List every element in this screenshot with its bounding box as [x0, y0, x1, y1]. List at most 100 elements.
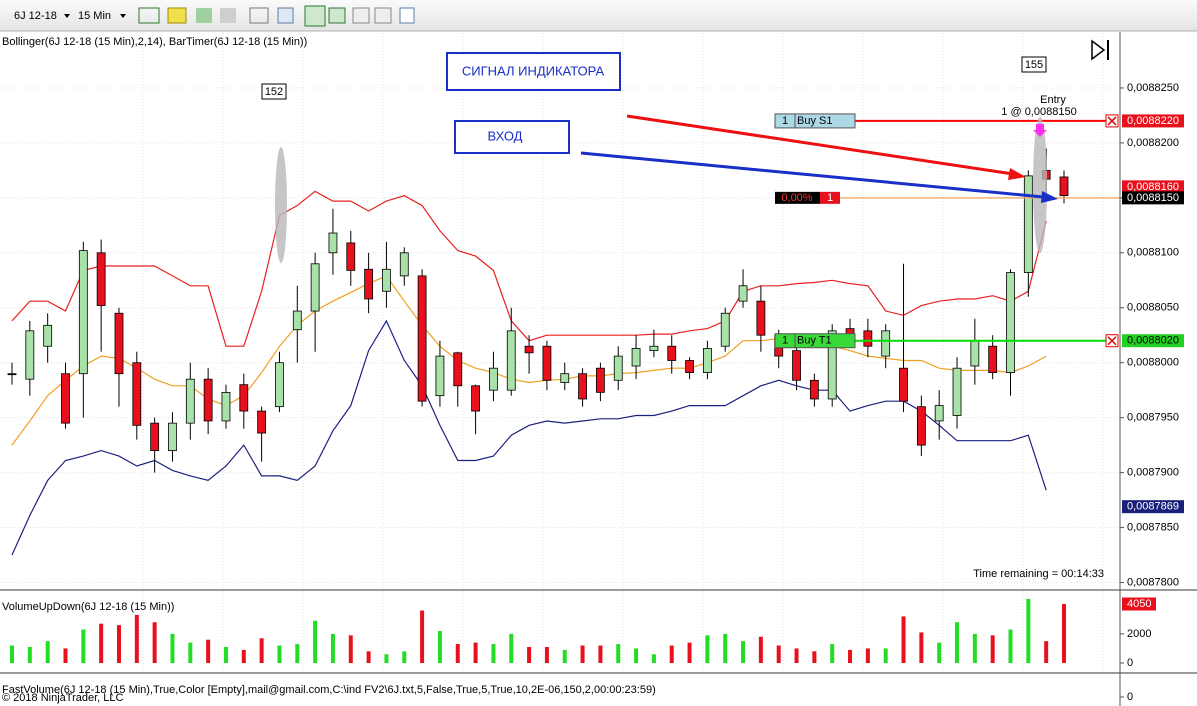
- volume-label: VolumeUpDown(6J 12-18 (15 Min)): [2, 601, 174, 613]
- volume-bar: [616, 644, 621, 663]
- order-name: Buy T1: [797, 335, 832, 347]
- candle-body: [827, 330, 837, 400]
- volume-bar: [883, 648, 888, 663]
- volume-bar: [259, 638, 264, 663]
- volume-bar: [990, 635, 995, 663]
- volume-bar: [455, 644, 460, 663]
- volume-bar: [634, 648, 639, 663]
- fast-volume-label: FastVolume(6J 12-18 (15 Min),True,Color …: [2, 684, 656, 696]
- bar-type-icon[interactable]: [138, 7, 160, 24]
- properties-icon[interactable]: [374, 7, 392, 24]
- position-pnl: 0,00%: [781, 192, 812, 204]
- candle-body: [1023, 175, 1033, 273]
- y-tick-label: 2000: [1127, 628, 1151, 640]
- candle-body: [649, 345, 659, 352]
- volume-bar: [812, 651, 817, 663]
- volume-bar: [437, 630, 442, 663]
- annotation-arrow: [580, 151, 1044, 199]
- indicator-icon[interactable]: [328, 7, 346, 24]
- volume-bar: [420, 610, 425, 663]
- volume-bar: [10, 645, 14, 663]
- price-marker: [1122, 191, 1184, 205]
- strategy-icon[interactable]: [304, 5, 326, 27]
- volume-bar: [1008, 629, 1013, 663]
- volume-bar: [527, 646, 532, 663]
- zoom-icon[interactable]: [196, 8, 212, 23]
- candle-body: [382, 268, 391, 292]
- candle-body: [596, 367, 605, 393]
- volume-bar: [277, 645, 282, 663]
- entry-text: 1 @ 0,0088150: [1001, 106, 1076, 118]
- candle-body: [7, 373, 17, 376]
- scroll-end-button[interactable]: [1091, 39, 1106, 61]
- candle-body: [881, 330, 891, 357]
- candle-body: [738, 285, 748, 302]
- volume-bar: [723, 633, 728, 663]
- candle-body: [524, 345, 534, 354]
- y-tick-label: 0: [1127, 691, 1133, 703]
- cursor-icon[interactable]: [249, 7, 269, 24]
- volume-bar: [1044, 641, 1049, 663]
- annotation-box: [446, 52, 621, 91]
- candle-body: [132, 362, 142, 426]
- candle-body: [720, 312, 730, 347]
- candle-body: [150, 422, 160, 452]
- y-tick-label: 0,0087850: [1127, 521, 1179, 533]
- bollinger-band: [11, 275, 1047, 446]
- volume-bar: [544, 646, 549, 663]
- search-icon[interactable]: [277, 7, 294, 24]
- chart-icon[interactable]: [352, 7, 370, 24]
- entry-title: Entry: [1040, 94, 1066, 106]
- volume-bar: [562, 649, 567, 663]
- candle-body: [346, 242, 356, 271]
- candle-body: [988, 345, 998, 373]
- volume-bar: [99, 623, 104, 663]
- cancel-cross: [1107, 336, 1117, 346]
- y-tick-label: 0,0088200: [1127, 137, 1179, 149]
- volume-bar: [705, 635, 710, 663]
- dropdown-arrow: [64, 14, 70, 18]
- candle-body: [560, 373, 570, 383]
- volume-bar: [63, 648, 68, 663]
- candle-body: [275, 362, 284, 408]
- candle-body: [792, 350, 801, 381]
- candle-body: [970, 340, 980, 367]
- candle-body: [310, 263, 320, 312]
- bar-label-box: [261, 83, 287, 100]
- candle-body: [61, 373, 70, 424]
- cancel-cross: [1107, 116, 1117, 126]
- candle-body: [542, 345, 552, 381]
- volume-bar: [313, 620, 318, 663]
- price-marker: [1122, 114, 1184, 128]
- y-tick-label: 0,0088000: [1127, 357, 1179, 369]
- candle-body: [239, 384, 249, 412]
- interval-selector[interactable]: 15 Min: [78, 10, 111, 22]
- chart-area: 1 Buy S1 1 Buy T1 0,00% 1: [0, 33, 1120, 672]
- price-marker-label: 0,0088020: [1127, 335, 1179, 347]
- draw-icon[interactable]: [167, 7, 187, 24]
- instrument-selector[interactable]: 6J 12-18: [14, 10, 57, 22]
- zoom-out-icon[interactable]: [220, 8, 236, 23]
- volume-bar: [330, 633, 335, 663]
- entry-arrow: [1033, 124, 1047, 137]
- volume-bar: [955, 622, 960, 663]
- data-box-icon[interactable]: [399, 7, 415, 24]
- volume-bar: [865, 648, 870, 663]
- annotation-arrow: [626, 114, 1014, 176]
- volume-bar: [366, 651, 371, 663]
- volume-bar: [580, 645, 585, 663]
- y-tick-label: 0,0088050: [1127, 302, 1179, 314]
- candle-body: [257, 410, 267, 434]
- candle-body: [399, 252, 409, 277]
- arrow-head: [1008, 168, 1026, 180]
- price-marker-label: 0,0087869: [1127, 501, 1179, 513]
- order-qty: 1: [782, 335, 788, 347]
- candle-body: [863, 330, 873, 347]
- toolbar-icons[interactable]: [138, 5, 415, 27]
- volume-bar: [170, 633, 175, 663]
- candle-body: [809, 379, 819, 400]
- y-tick-label: 0,0087950: [1127, 412, 1179, 424]
- candle-body: [78, 250, 88, 375]
